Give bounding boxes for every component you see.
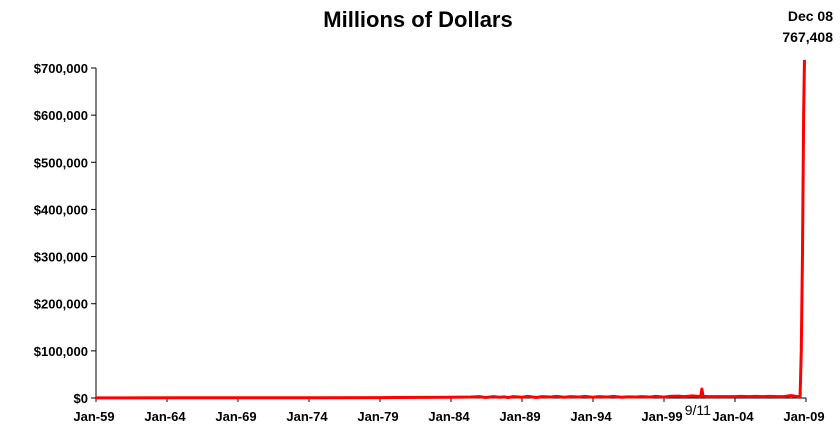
x-tick-label: Jan-64	[144, 409, 186, 424]
x-axis: Jan-59 Jan-64 Jan-69 Jan-74 Jan-79 Jan-84 Jan-…	[73, 397, 825, 424]
y-tick-label: $100,000	[34, 344, 88, 359]
x-tick-label: Jan-89	[499, 409, 540, 424]
series-line	[95, 60, 806, 400]
x-tick-label: Jan-99	[641, 409, 682, 424]
y-tick-label: $700,000	[34, 61, 88, 76]
y-axis: $0 $100,000 $200,000 $300,000 $400,000 $500,0…	[34, 61, 97, 406]
chart-title: Millions of Dollars	[323, 7, 512, 32]
x-tick-label: Jan-79	[357, 409, 398, 424]
x-tick-label: Jan-59	[73, 409, 114, 424]
annotation-9-11: 9/11	[685, 402, 711, 418]
y-tick-label: $200,000	[34, 297, 88, 312]
y-tick-label: $600,000	[34, 108, 88, 123]
x-tick-label: Jan-74	[286, 409, 328, 424]
y-tick-label: $0	[74, 391, 88, 406]
x-tick-label: Jan-04	[712, 409, 754, 424]
x-tick-label: Jan-84	[428, 409, 470, 424]
x-tick-label: Jan-94	[570, 409, 612, 424]
y-tick-label: $300,000	[34, 250, 88, 265]
plot-area	[95, 60, 806, 400]
y-tick-label: $500,000	[34, 155, 88, 170]
callout-value: 767,408	[782, 29, 833, 45]
y-tick-label: $400,000	[34, 202, 88, 217]
callout-date: Dec 08	[788, 8, 833, 24]
x-tick-label: Jan-09	[783, 409, 824, 424]
x-tick-label: Jan-69	[215, 409, 256, 424]
